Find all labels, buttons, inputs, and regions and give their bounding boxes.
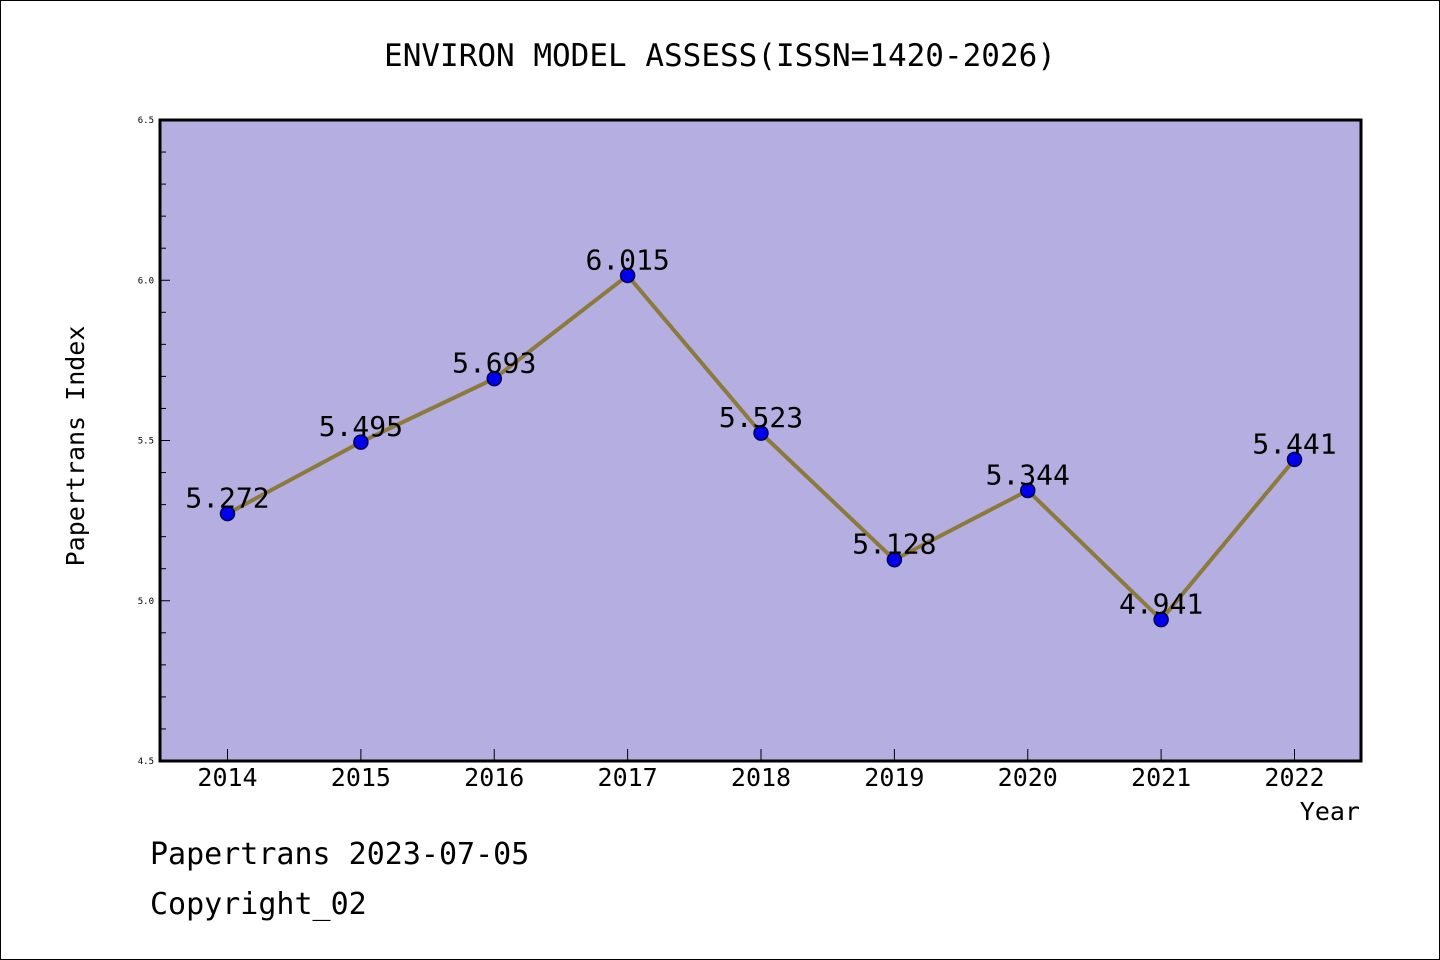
x-tick-label: 2016 bbox=[464, 763, 524, 792]
data-labels: 5.272 5.495 5.693 6.015 5.523 5.128 5.344 4.941… bbox=[185, 243, 1336, 620]
x-axis: 2014 2015 2016 2017 2018 2019 2020 2021 2022 bbox=[197, 749, 1325, 792]
data-point bbox=[1286, 451, 1303, 468]
data-label: 6.015 bbox=[585, 243, 669, 276]
x-axis-label: Year bbox=[1300, 797, 1360, 826]
x-tick-label: 2019 bbox=[864, 763, 924, 792]
data-point bbox=[619, 267, 636, 284]
x-tick-label: 2020 bbox=[998, 763, 1058, 792]
y-tick-label: 5.0 bbox=[138, 597, 154, 607]
data-point bbox=[1020, 482, 1036, 499]
data-label: 5.523 bbox=[719, 401, 803, 434]
data-point bbox=[753, 425, 769, 441]
data-label: 5.441 bbox=[1252, 427, 1336, 460]
data-label: 5.693 bbox=[452, 347, 536, 380]
x-tick-label: 2022 bbox=[1264, 763, 1324, 792]
y-tick-label: 5.5 bbox=[138, 437, 154, 447]
data-label: 5.272 bbox=[185, 482, 269, 515]
data-label: 4.941 bbox=[1119, 588, 1203, 621]
y-axis-label: Papertrans Index bbox=[61, 326, 90, 567]
x-tick-label: 2015 bbox=[331, 763, 391, 792]
y-axis: 4.5 5.0 5.5 6.0 6.5 bbox=[138, 116, 170, 767]
series-group bbox=[219, 267, 1303, 628]
plot-border bbox=[158, 118, 1363, 763]
data-point bbox=[486, 370, 502, 387]
x-tick-label: 2017 bbox=[598, 763, 658, 792]
data-point bbox=[353, 434, 369, 450]
data-point bbox=[886, 551, 903, 568]
data-point bbox=[1153, 611, 1169, 628]
data-label: 5.128 bbox=[852, 528, 936, 561]
y-tick-label: 6.5 bbox=[138, 116, 154, 126]
data-label: 5.495 bbox=[319, 410, 403, 443]
footer-copyright: Copyright_02 bbox=[150, 887, 367, 922]
data-label: 5.344 bbox=[986, 458, 1070, 491]
data-point bbox=[219, 505, 236, 522]
y-tick-label: 4.5 bbox=[138, 757, 154, 767]
x-tick-label: 2021 bbox=[1131, 763, 1191, 792]
chart-title: ENVIRON MODEL ASSESS(ISSN=1420-2026) bbox=[384, 38, 1056, 74]
x-tick-label: 2018 bbox=[731, 763, 791, 792]
footer-date: Papertrans 2023-07-05 bbox=[150, 837, 529, 872]
x-tick-label: 2014 bbox=[197, 763, 257, 792]
y-tick-label: 6.0 bbox=[138, 276, 154, 286]
